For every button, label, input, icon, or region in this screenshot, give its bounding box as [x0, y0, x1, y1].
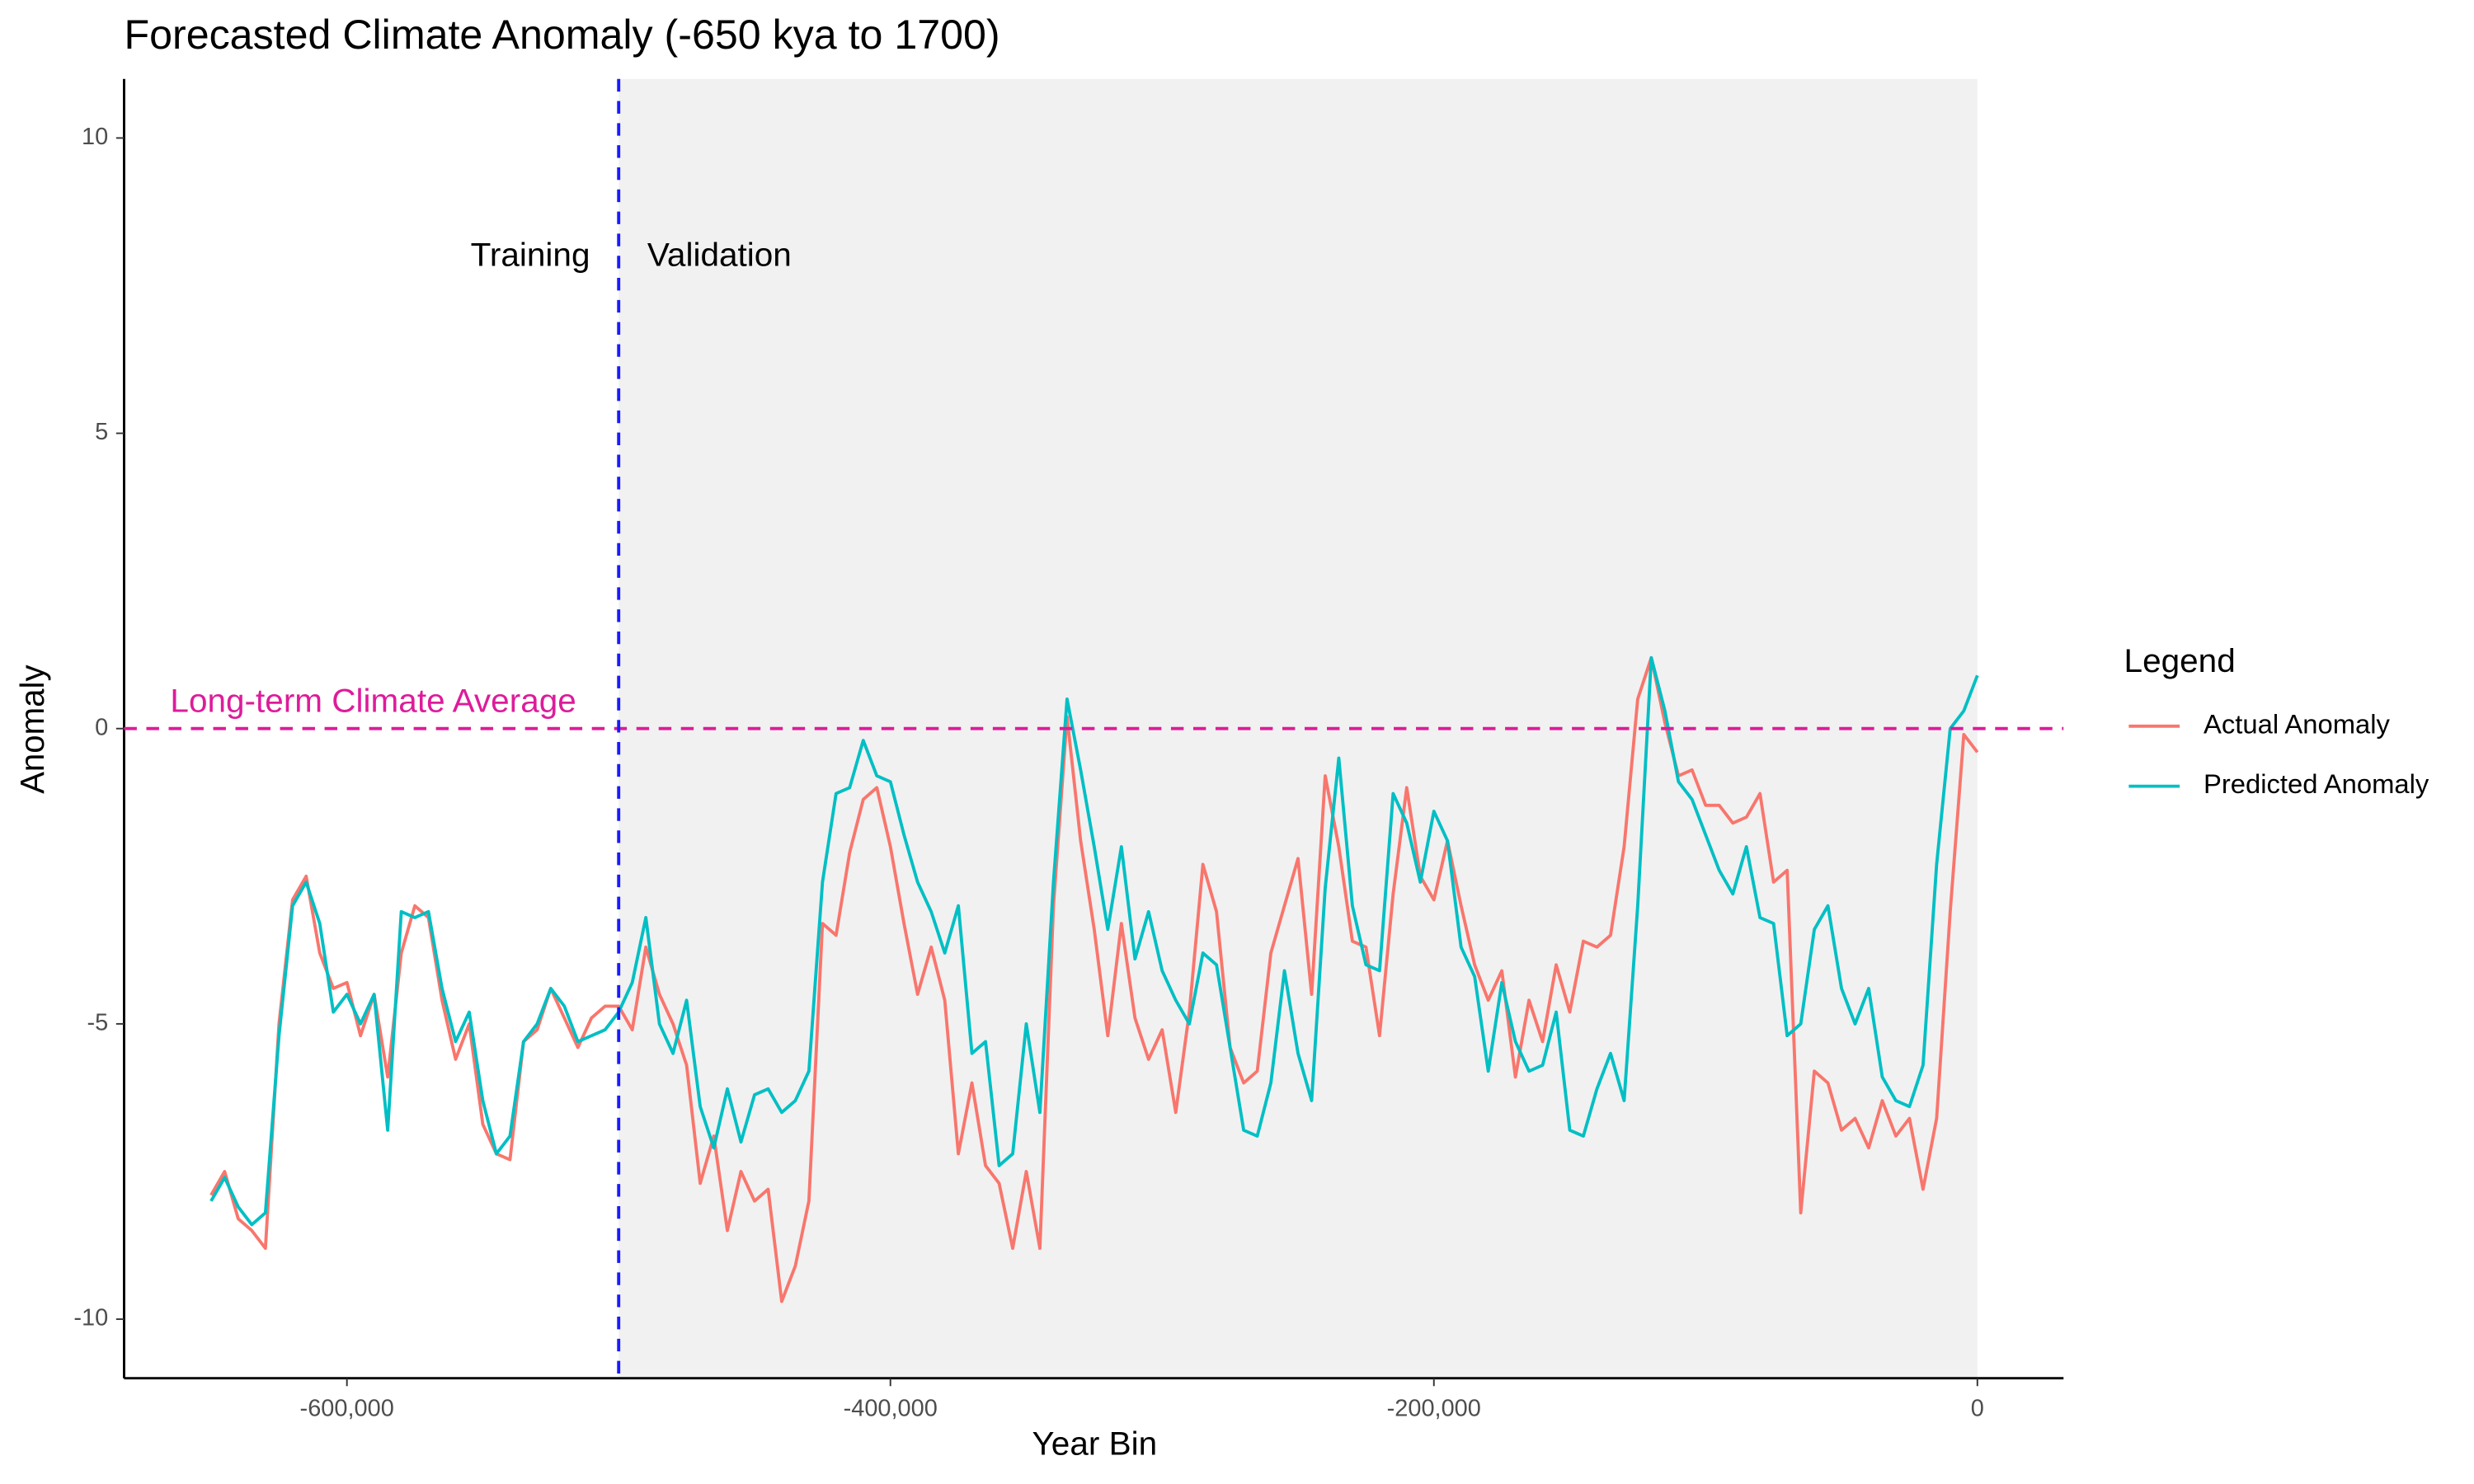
data-line [209, 655, 1979, 1303]
hline-label: Long-term Climate Average [170, 682, 576, 720]
x-tick-label: -400,000 [844, 1396, 938, 1422]
vline-left-label: Training [471, 236, 590, 274]
vline-right-label: Validation [647, 236, 792, 274]
y-tick-label: 10 [82, 124, 108, 150]
y-axis-label: Anomaly [13, 665, 51, 794]
y-tick-label: -10 [73, 1305, 108, 1331]
chart-title: Forecasted Climate Anomaly (-650 kya to … [124, 12, 999, 58]
data-line [209, 655, 1979, 1227]
legend-title: Legend [2124, 641, 2236, 679]
x-tick-label: -600,000 [300, 1396, 394, 1422]
y-tick-label: 0 [95, 714, 108, 740]
x-tick-label: -200,000 [1387, 1396, 1481, 1422]
x-tick-label: 0 [1971, 1396, 1984, 1422]
y-tick-label: -5 [87, 1010, 108, 1036]
y-tick-label: 5 [95, 419, 108, 445]
x-axis-label: Year Bin [1032, 1425, 1158, 1463]
legend-label: Predicted Anomaly [2204, 768, 2429, 799]
legend-label: Actual Anomaly [2204, 709, 2391, 740]
